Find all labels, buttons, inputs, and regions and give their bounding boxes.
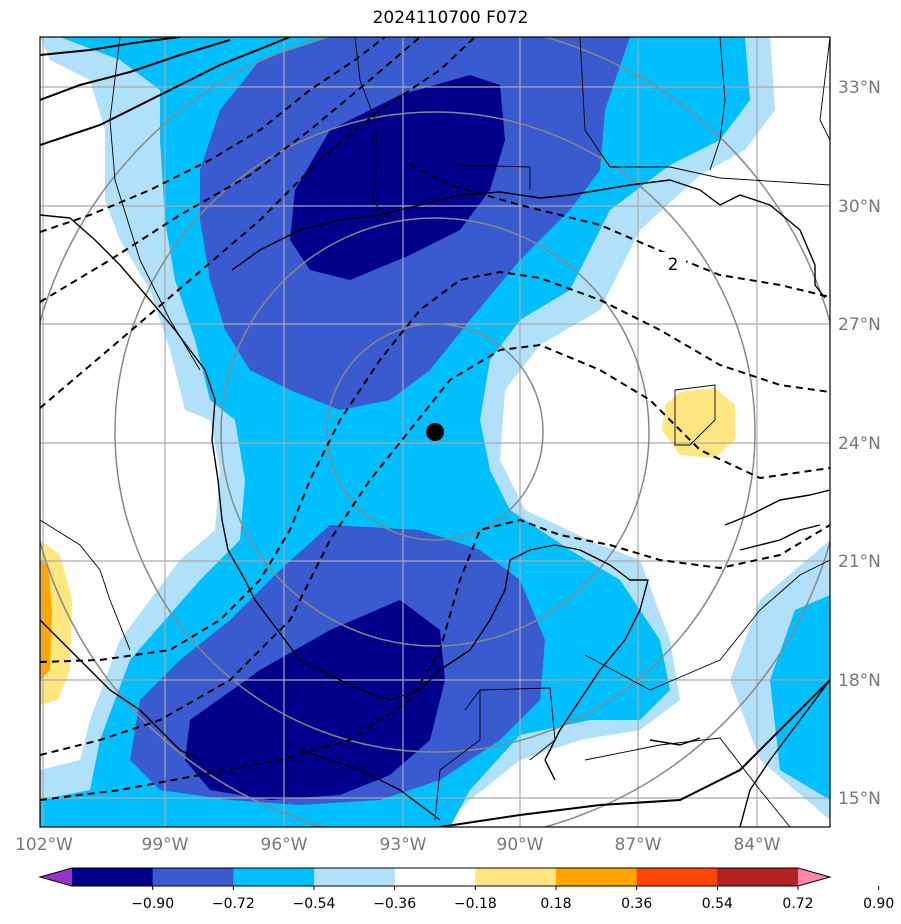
lat-label: 30°N (838, 197, 881, 217)
lon-label: 102°W (15, 835, 73, 855)
lat-label: 18°N (838, 671, 881, 691)
lat-label: 15°N (838, 789, 881, 809)
lon-label: 93°W (380, 835, 427, 855)
colorbar: −0.90 −0.72 −0.54 −0.36 −0.18 0.18 0.36 0.54 0.7… (38, 867, 894, 912)
colorbar-swatch (475, 868, 557, 886)
colorbar-swatch (233, 868, 315, 886)
colorbar-swatch (72, 868, 154, 886)
colorbar-swatch (636, 868, 718, 886)
political-borders (40, 37, 830, 827)
map-area: 2 (40, 37, 830, 827)
colorbar-tick-label: 0.90 (863, 896, 894, 912)
colorbar-swatch (556, 868, 638, 886)
colorbar-tick-label: −0.18 (454, 896, 497, 912)
colorbar-tick-label: 0.36 (621, 896, 652, 912)
lon-label: 99°W (142, 835, 189, 855)
lat-label: 27°N (838, 315, 881, 335)
longitude-labels: 102°W 99°W 96°W 93°W 90°W 87°W 84°W (15, 835, 781, 855)
contour-label: 2 (668, 255, 679, 275)
colorbar-extend-high (798, 868, 830, 886)
colorbar-swatch (152, 868, 234, 886)
graticule (40, 37, 830, 827)
colorbar-tick-label: 0.54 (702, 896, 733, 912)
map-frame (39, 36, 831, 828)
colorbar-tick-label: −0.54 (293, 896, 336, 912)
lon-label: 87°W (615, 835, 662, 855)
storm-center-marker (426, 423, 444, 441)
colorbar-tick-label: −0.36 (373, 896, 416, 912)
colorbar-swatch (394, 868, 476, 886)
lat-label: 24°N (838, 434, 881, 454)
colorbar-swatch (314, 868, 396, 886)
lat-label: 33°N (838, 78, 881, 98)
latitude-labels: 33°N 30°N 27°N 24°N 21°N 18°N 15°N (838, 78, 881, 809)
anomaly-fill-navy-north (290, 75, 505, 280)
dashed-contours (40, 37, 830, 801)
anomaly-fill-pale-yellow-east (662, 388, 735, 458)
colorbar-tick-label: 0.72 (782, 896, 813, 912)
colorbar-tick-label: −0.72 (212, 896, 255, 912)
colorbar-tick-label: 0.18 (540, 896, 571, 912)
colorbar-swatch (717, 868, 799, 886)
map-title: 2024110700 F072 (372, 8, 529, 28)
coastlines (40, 179, 830, 827)
lon-label: 84°W (734, 835, 781, 855)
solid-contours (40, 37, 830, 827)
lon-label: 96°W (261, 835, 308, 855)
lat-label: 21°N (838, 552, 881, 572)
colorbar-extend-low (40, 868, 72, 886)
lon-label: 90°W (497, 835, 544, 855)
range-rings (40, 37, 830, 827)
anomaly-fill-navy-south (185, 600, 445, 800)
colorbar-tick-label: −0.90 (131, 896, 174, 912)
